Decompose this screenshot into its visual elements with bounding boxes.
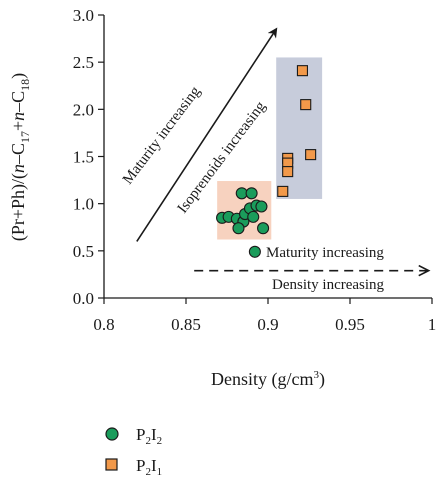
data-points <box>216 65 317 258</box>
y-tick-label: 2.5 <box>73 53 94 72</box>
x-axis-title: Density (g/cm3) <box>211 369 325 390</box>
legend-label-p2i1: P2I1 <box>136 456 162 478</box>
legend-marker-p2i2 <box>105 427 119 441</box>
y-ticks: 0.0 0.5 1.0 1.5 2.0 2.5 3.0 <box>73 6 104 308</box>
data-point-p2i2 <box>247 210 260 223</box>
y-tick-label: 0.0 <box>73 289 94 308</box>
annotation-maturity-increasing: Maturity increasing <box>266 245 384 261</box>
data-point-p2i2 <box>257 222 270 235</box>
data-point-p2i1 <box>300 99 312 111</box>
x-tick-label: 0.8 <box>93 315 114 334</box>
x-tick-label: 0.85 <box>171 315 201 334</box>
y-tick-label: 0.5 <box>73 242 94 261</box>
data-point-p2i2 <box>255 200 268 213</box>
region-1 <box>276 57 323 199</box>
x-tick-label: 0.95 <box>335 315 365 334</box>
y-tick-label: 1.5 <box>73 148 94 167</box>
legend-label-p2i2: P2I2 <box>136 425 162 447</box>
y-tick-label: 1.0 <box>73 195 94 214</box>
data-point-p2i1 <box>296 65 308 77</box>
trend-arrows <box>136 27 429 270</box>
annotation-maturity-increasing-rotated: Maturity increasing <box>120 83 204 187</box>
x-tick-label: 0.9 <box>257 315 278 334</box>
y-tick-label: 2.0 <box>73 100 94 119</box>
legend: P2I2 P2I1 <box>105 425 162 478</box>
x-ticks: 0.8 0.85 0.9 0.95 1 <box>93 298 436 334</box>
annotation-density-increasing: Density increasing <box>272 277 385 293</box>
legend-marker-p2i1 <box>105 458 118 471</box>
x-tick-label: 1 <box>428 315 437 334</box>
y-tick-label: 3.0 <box>73 6 94 25</box>
data-point-p2i1 <box>282 166 294 178</box>
data-point-p2i2 <box>248 245 261 258</box>
data-point-p2i1 <box>277 185 289 197</box>
arrow-maturity-increasing <box>136 27 278 242</box>
data-point-p2i2 <box>232 222 245 235</box>
data-point-p2i2 <box>245 187 258 200</box>
y-axis-title: (Pr+Ph)/(n–C17+n–C18) <box>8 73 32 241</box>
data-point-p2i1 <box>305 149 317 161</box>
